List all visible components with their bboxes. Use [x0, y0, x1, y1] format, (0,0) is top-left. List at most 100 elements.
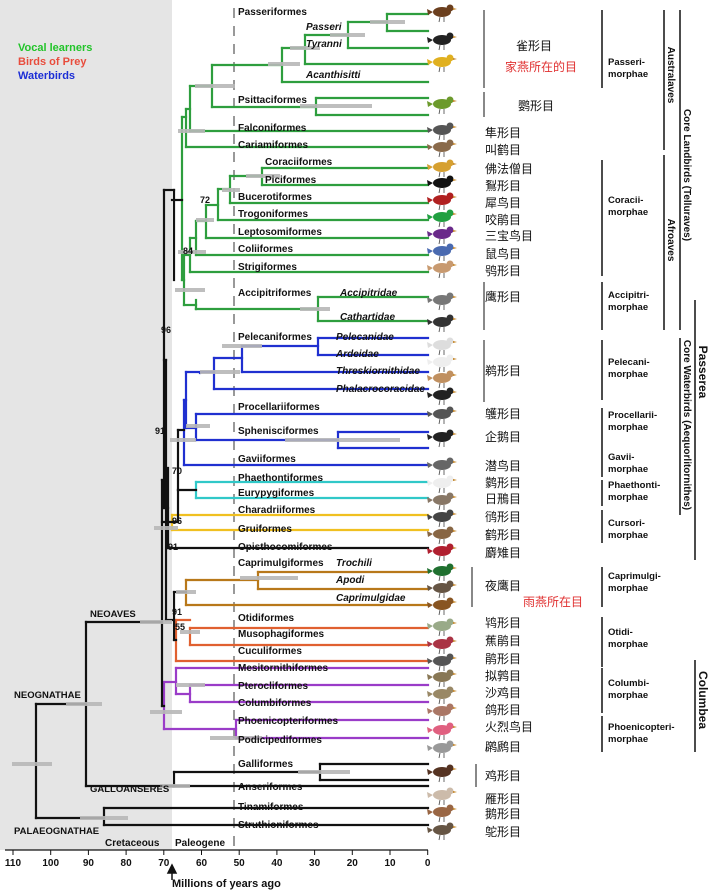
chinese-label: 鸨形目 — [485, 615, 521, 630]
chinese-label: 蕉鹃目 — [485, 633, 521, 648]
support-1: 72 — [200, 195, 210, 205]
taxon-label: Podicipediformes — [238, 735, 322, 746]
chinese-label: 雀形目 — [516, 39, 552, 53]
bird-icon — [427, 580, 457, 599]
bird-icon — [427, 509, 457, 528]
taxon-label: Bucerotiformes — [238, 192, 312, 203]
taxon-label: Pterocliformes — [238, 681, 308, 692]
taxon-label: Columbiformes — [238, 698, 312, 709]
clade-label: Columbea — [696, 671, 710, 729]
support-6: 96 — [172, 516, 182, 526]
clade-label: Afroaves — [665, 219, 676, 262]
chinese-label: 咬鹃目 — [485, 212, 521, 227]
kpg-arrow-icon — [166, 863, 178, 880]
taxon-label: Threskiornithidae — [336, 366, 420, 377]
chinese-label: 鼠鸟目 — [485, 246, 521, 261]
taxon-label: Procellariiformes — [238, 402, 320, 413]
bird-icon — [427, 822, 457, 841]
x-tick-label: 60 — [196, 858, 208, 869]
bird-icon — [427, 139, 457, 158]
taxon-label: Trogoniformes — [238, 209, 308, 220]
chinese-label: 家燕所在的目 — [505, 59, 577, 74]
bird-icon — [427, 260, 457, 279]
clade-label: Passerea — [696, 346, 710, 399]
x-tick-label: 10 — [384, 858, 396, 869]
taxon-label: Phaethontiformes — [238, 473, 323, 484]
clade-label: Core Waterbirds (Aequorlitornithes) — [681, 340, 692, 510]
taxon-label: Coraciiformes — [265, 157, 333, 168]
chinese-label: 鸮形目 — [485, 263, 521, 278]
taxon-label: Musophagiformes — [238, 629, 325, 640]
bird-icon — [427, 292, 457, 311]
axis-title: Millions of years ago — [172, 878, 281, 890]
chinese-label: 鹃形目 — [485, 651, 521, 666]
watermark: 知乎 @小星有狗 — [540, 851, 657, 870]
chinese-label: 䴙䴘目 — [485, 739, 521, 754]
taxon-label: Cariamiformes — [238, 140, 308, 151]
support-5: 70 — [172, 466, 182, 476]
chinese-label: 犀鸟目 — [485, 195, 521, 210]
support-9: 55 — [175, 622, 185, 632]
taxon-label: Gruiformes — [238, 524, 292, 535]
taxon-label: Pelecanidae — [336, 332, 394, 343]
chinese-label: 鹱形目 — [485, 407, 521, 421]
bird-icon — [427, 406, 457, 425]
group-label: Phoenicopteri-morphae — [608, 722, 675, 745]
taxon-label: Passeriformes — [238, 7, 307, 18]
taxon-label: Leptosomiformes — [238, 227, 322, 238]
taxon-label: Trochili — [336, 558, 372, 569]
group-label: Otidi-morphae — [608, 627, 648, 650]
group-label: Pelecani-morphae — [608, 357, 650, 380]
chinese-label: 鹲形目 — [485, 475, 521, 490]
x-tick-label: 90 — [83, 858, 95, 869]
x-tick-label: 20 — [347, 858, 359, 869]
group-label: Passeri-morphae — [608, 57, 648, 80]
bird-icon — [427, 457, 457, 476]
bird-icon — [427, 429, 457, 448]
bird-icon — [427, 618, 457, 637]
x-tick-label: 100 — [42, 858, 59, 869]
chinese-label: 夜鹰目 — [485, 578, 521, 593]
support-4: 91 — [155, 426, 165, 436]
taxon-label: Tyranni — [306, 39, 342, 50]
bird-icon — [427, 209, 457, 228]
bird-icons — [427, 4, 457, 841]
taxon-label: Galliformes — [238, 759, 293, 770]
bird-icon — [427, 122, 457, 141]
label-cretaceous: Cretaceous — [105, 838, 160, 849]
taxon-label: Apodi — [335, 575, 365, 586]
x-tick-label: 30 — [309, 858, 321, 869]
bird-icon — [427, 804, 457, 823]
chinese-label: 三宝鸟目 — [485, 228, 533, 243]
taxon-label: Piciformes — [265, 175, 317, 186]
node-palaeognathae: PALAEOGNATHAE — [14, 826, 99, 837]
bird-icon — [427, 526, 457, 545]
bird-icon — [427, 96, 457, 115]
taxon-label: Opisthocomiformes — [238, 542, 333, 553]
chinese-label: 鹈形目 — [485, 363, 521, 378]
taxon-label: Gaviiformes — [238, 454, 296, 465]
x-tick-label: 70 — [158, 858, 170, 869]
x-tick-label: 40 — [271, 858, 283, 869]
chinese-label: 拟鹑目 — [485, 669, 521, 683]
taxon-label: Acanthisitti — [305, 70, 361, 81]
chinese-label: 鹦形目 — [518, 99, 554, 113]
chinese-label: 潜鸟目 — [485, 458, 521, 473]
taxon-label: Caprimulgiformes — [238, 558, 324, 569]
taxon-label: Anseriformes — [238, 782, 303, 793]
bird-icon — [427, 192, 457, 211]
bird-icon — [427, 54, 457, 73]
node-neoaves: NEOAVES — [90, 609, 136, 620]
support-2: 84 — [183, 246, 193, 256]
group-label: Phaethonti-morphae — [608, 480, 660, 503]
taxon-label: Coliiformes — [238, 244, 293, 255]
node-neognathae: NEOGNATHAE — [14, 690, 81, 701]
chinese-label: 麝雉目 — [485, 545, 521, 560]
bird-icon — [427, 32, 457, 51]
taxon-label: Cathartidae — [340, 312, 395, 323]
taxon-label: Phalacrocoracidae — [336, 384, 425, 395]
chinese-label: 鴷形目 — [485, 179, 521, 193]
bird-icon — [427, 387, 457, 406]
bird-icon — [427, 159, 457, 178]
